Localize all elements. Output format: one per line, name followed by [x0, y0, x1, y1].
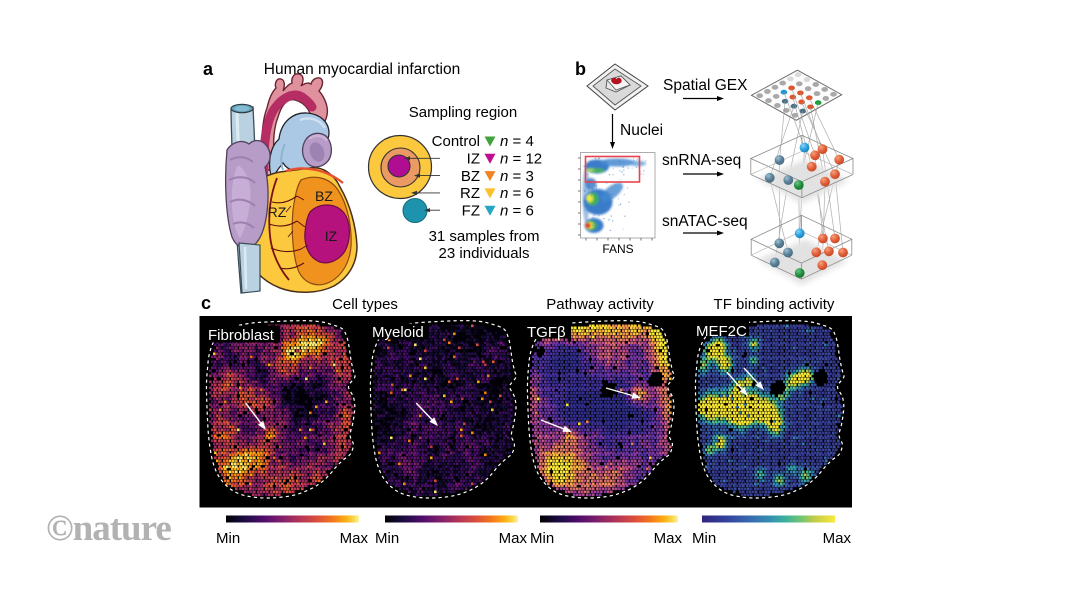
- svg-text:Control: Control: [432, 133, 480, 150]
- svg-text:IZ: IZ: [325, 228, 338, 244]
- svg-text:Max: Max: [823, 530, 852, 547]
- svg-text:Cell types: Cell types: [332, 296, 398, 313]
- svg-text:23 individuals: 23 individuals: [439, 245, 530, 262]
- svg-text:Pathway activity: Pathway activity: [546, 296, 654, 313]
- svg-text:Min: Min: [375, 530, 399, 547]
- svg-text:c: c: [201, 293, 211, 313]
- svg-text:n = 6: n = 6: [500, 202, 534, 219]
- svg-text:n = 3: n = 3: [500, 168, 534, 185]
- svg-text:Min: Min: [692, 530, 716, 547]
- svg-text:FANS: FANS: [602, 242, 633, 256]
- svg-text:TGFβ: TGFβ: [527, 324, 566, 341]
- svg-text:Spatial GEX: Spatial GEX: [663, 77, 748, 94]
- svg-text:IZ: IZ: [467, 151, 480, 168]
- svg-text:RZ: RZ: [460, 185, 480, 202]
- svg-text:31 samples from: 31 samples from: [429, 228, 540, 245]
- svg-text:n = 12: n = 12: [500, 151, 542, 168]
- svg-text:Max: Max: [340, 530, 369, 547]
- svg-text:TF binding activity: TF binding activity: [714, 296, 835, 313]
- svg-text:Fibroblast: Fibroblast: [208, 327, 275, 344]
- svg-text:Nuclei: Nuclei: [620, 122, 663, 139]
- svg-text:Max: Max: [499, 530, 528, 547]
- svg-text:MEF2C: MEF2C: [696, 323, 747, 340]
- svg-text:Max: Max: [654, 530, 683, 547]
- svg-text:©nature: ©nature: [46, 508, 171, 549]
- svg-text:snRNA-seq: snRNA-seq: [662, 152, 741, 169]
- svg-text:a: a: [203, 59, 214, 79]
- svg-text:Myeloid: Myeloid: [372, 324, 424, 341]
- svg-text:b: b: [575, 59, 586, 79]
- svg-text:Min: Min: [216, 530, 240, 547]
- svg-text:FZ: FZ: [462, 202, 480, 219]
- svg-text:BZ: BZ: [315, 188, 333, 204]
- svg-text:Min: Min: [530, 530, 554, 547]
- svg-text:n = 4: n = 4: [500, 133, 534, 150]
- svg-text:Sampling region: Sampling region: [409, 104, 517, 121]
- svg-text:RZ: RZ: [268, 204, 287, 220]
- svg-text:BZ: BZ: [461, 168, 480, 185]
- svg-text:snATAC-seq: snATAC-seq: [662, 213, 748, 230]
- svg-text:n = 6: n = 6: [500, 185, 534, 202]
